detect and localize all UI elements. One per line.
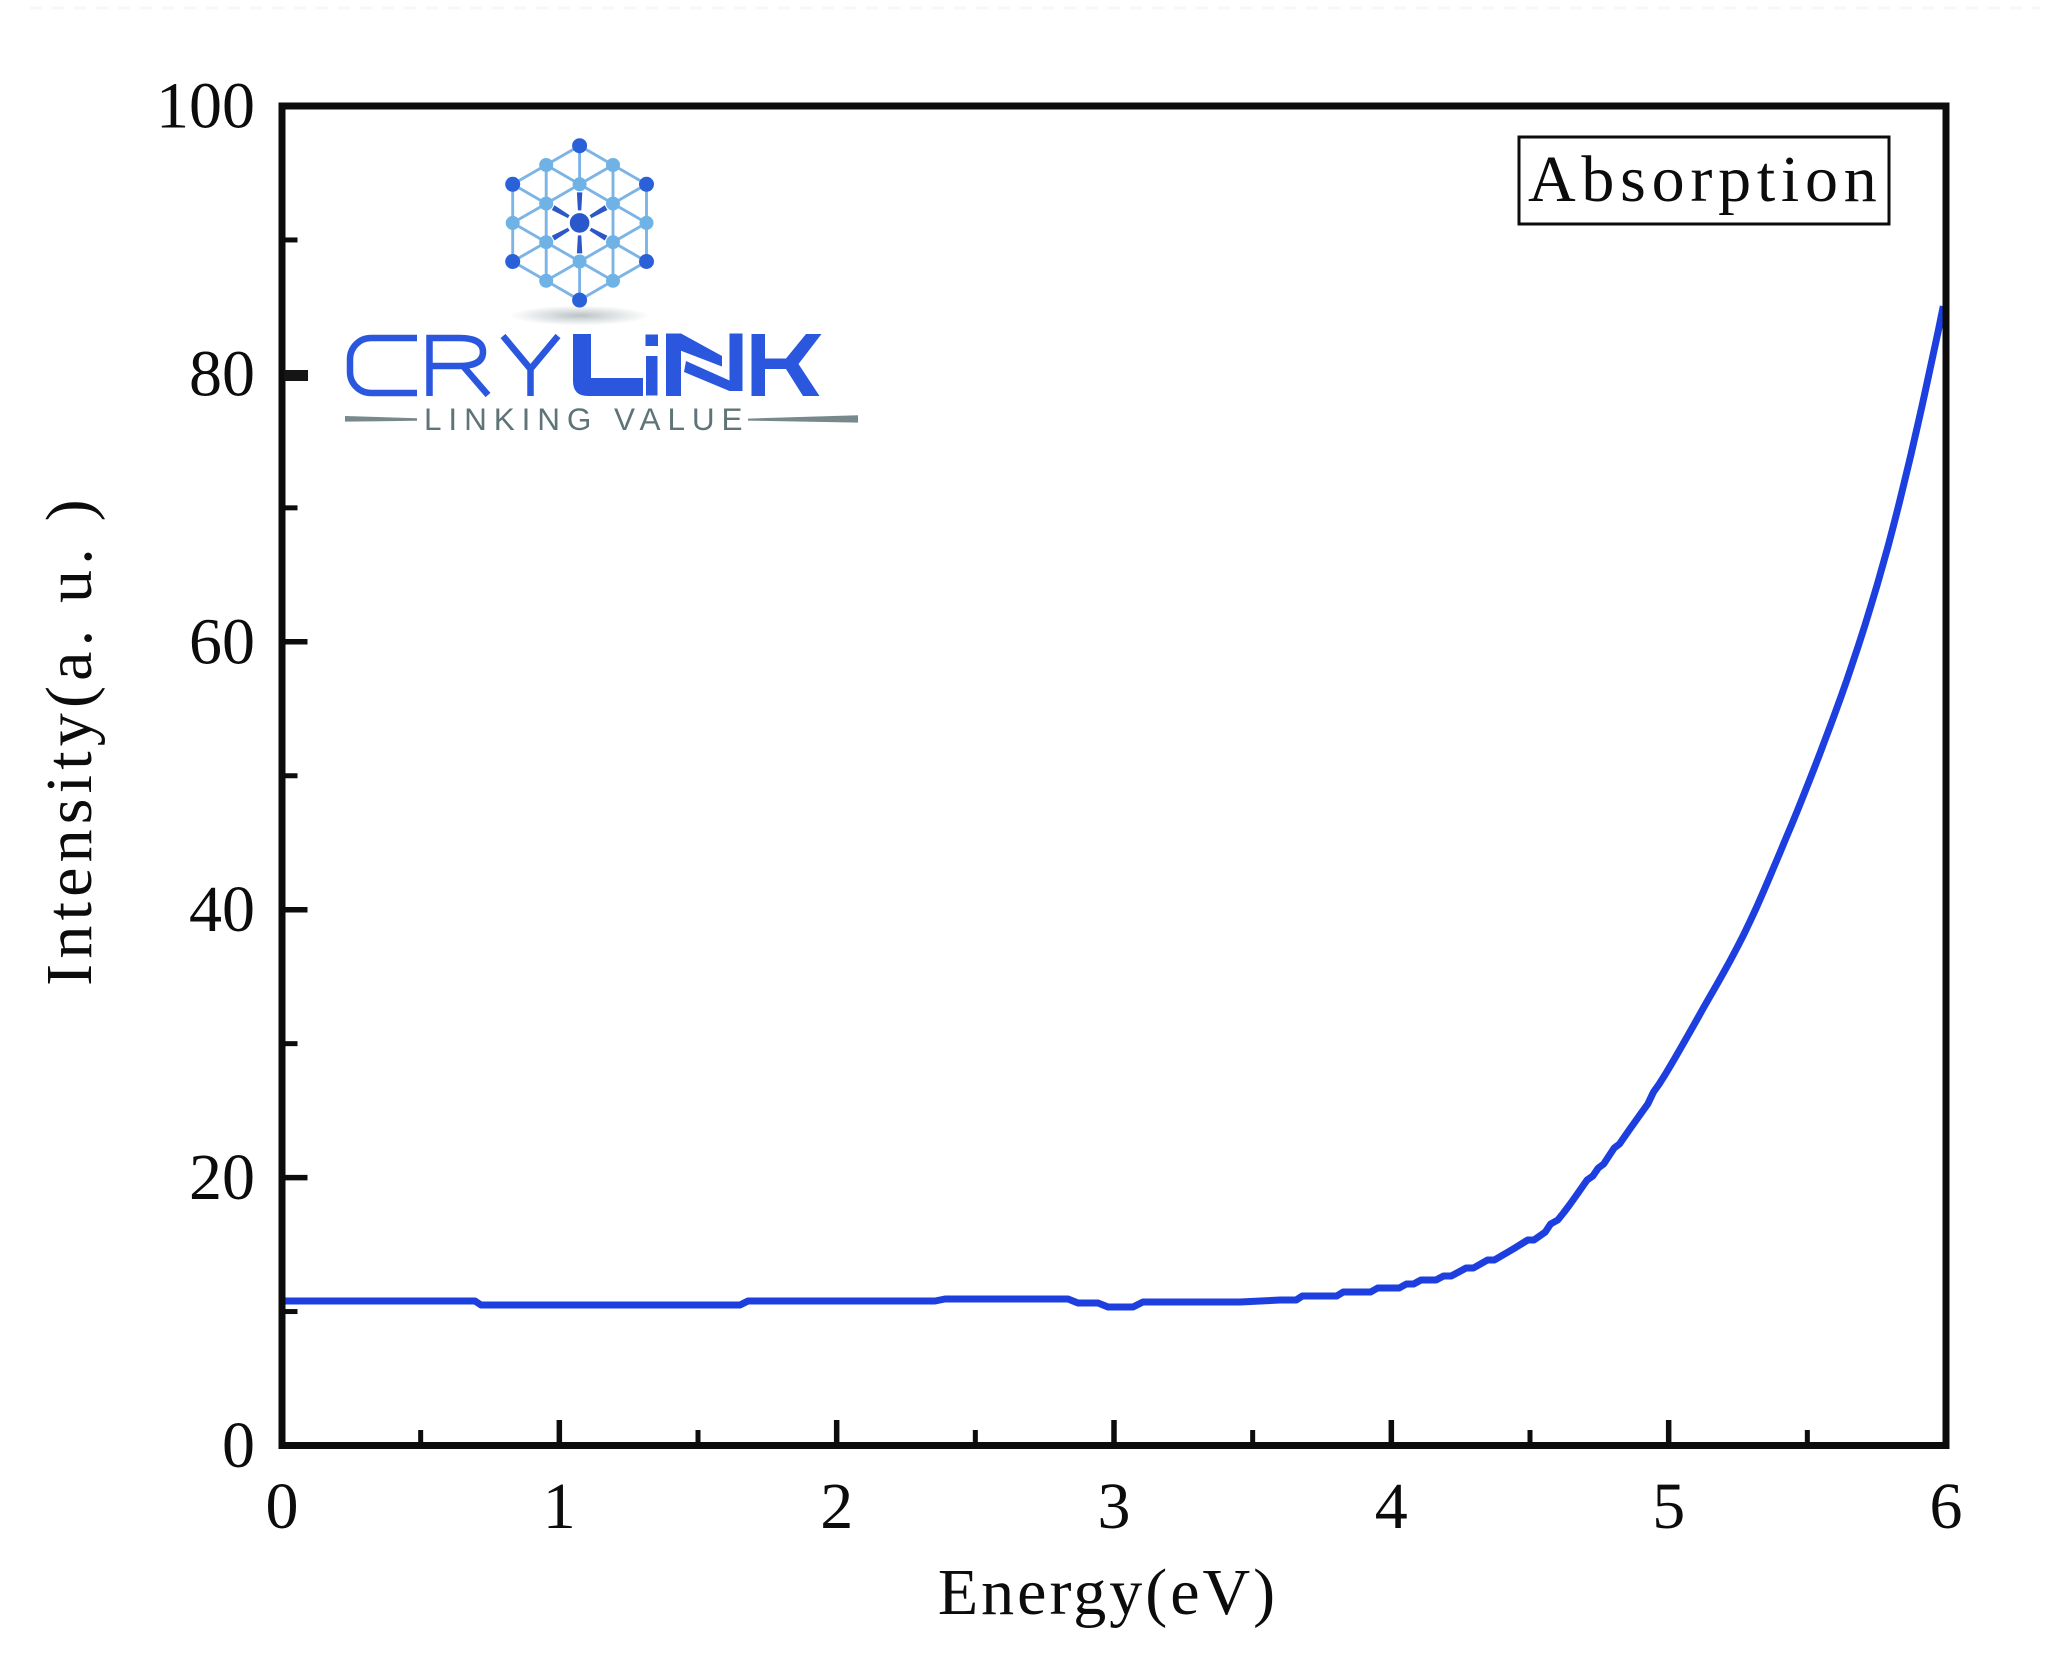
svg-text:0: 0 <box>222 1409 255 1482</box>
svg-text:Intensity(a. u. ): Intensity(a. u. ) <box>33 494 106 986</box>
svg-text:60: 60 <box>189 605 255 678</box>
svg-text:40: 40 <box>189 873 255 946</box>
svg-text:4: 4 <box>1375 1470 1408 1543</box>
svg-text:20: 20 <box>189 1141 255 1214</box>
svg-text:5: 5 <box>1652 1470 1685 1543</box>
svg-text:80: 80 <box>189 337 255 410</box>
svg-text:0: 0 <box>266 1470 299 1543</box>
svg-text:Energy(eV): Energy(eV) <box>938 1556 1278 1629</box>
svg-text:3: 3 <box>1098 1470 1131 1543</box>
svg-text:100: 100 <box>156 70 255 143</box>
svg-text:LINKING VALUE: LINKING VALUE <box>424 401 749 437</box>
svg-text:1: 1 <box>543 1470 576 1543</box>
svg-text:6: 6 <box>1930 1470 1963 1543</box>
svg-text:2: 2 <box>820 1470 853 1543</box>
svg-text:Absorption: Absorption <box>1528 143 1883 216</box>
